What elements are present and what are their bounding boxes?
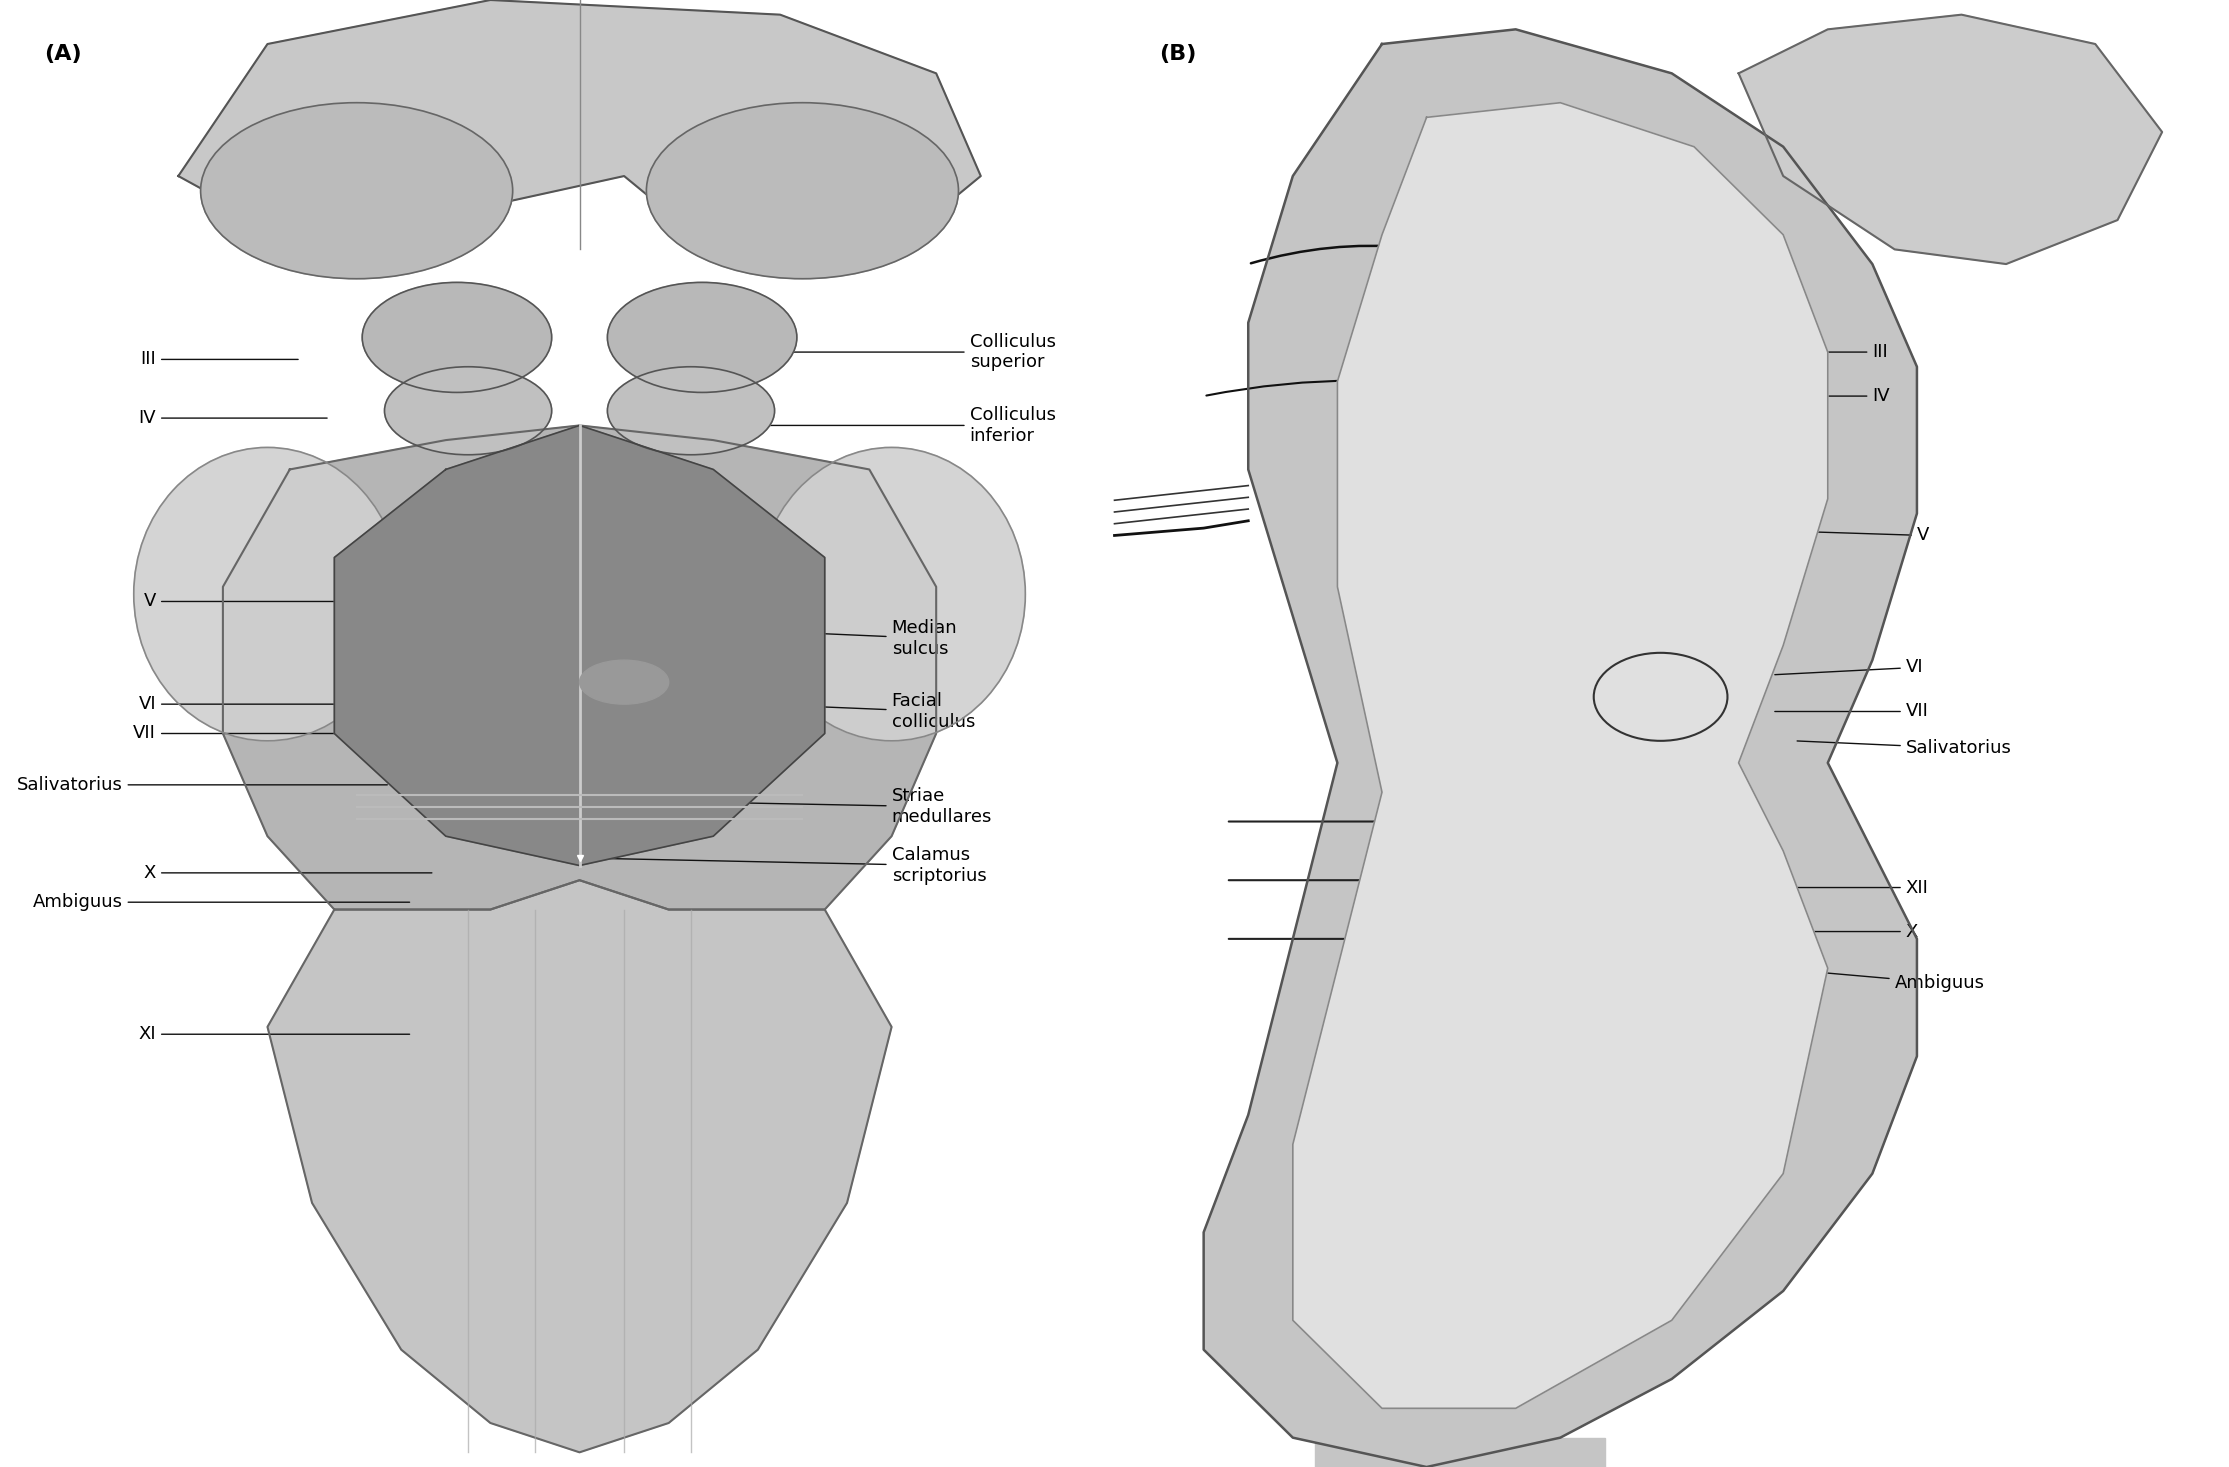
- Text: Colliculus
inferior: Colliculus inferior: [693, 406, 1057, 445]
- Text: Salivatorius: Salivatorius: [18, 776, 388, 794]
- Text: VI: VI: [1774, 659, 1924, 676]
- Text: IV: IV: [1685, 387, 1890, 405]
- Text: VI: VI: [138, 695, 421, 713]
- Polygon shape: [1315, 1438, 1605, 1467]
- Text: (A): (A): [45, 44, 82, 65]
- Text: IV: IV: [138, 409, 328, 427]
- Ellipse shape: [646, 103, 958, 279]
- Polygon shape: [267, 880, 892, 1452]
- Ellipse shape: [606, 367, 776, 455]
- Text: Salivatorius: Salivatorius: [1797, 739, 2011, 757]
- Polygon shape: [223, 425, 936, 910]
- Text: Striae
medullares: Striae medullares: [571, 788, 992, 826]
- Ellipse shape: [386, 367, 553, 455]
- Ellipse shape: [134, 447, 401, 741]
- Ellipse shape: [201, 103, 513, 279]
- Polygon shape: [178, 0, 981, 249]
- Text: VII: VII: [134, 725, 388, 742]
- Ellipse shape: [361, 282, 553, 393]
- Polygon shape: [1204, 29, 1917, 1467]
- Polygon shape: [1739, 15, 2162, 264]
- Text: Median
sulcus: Median sulcus: [593, 619, 956, 657]
- Ellipse shape: [758, 447, 1025, 741]
- Text: Ambiguus: Ambiguus: [1774, 968, 1984, 992]
- Text: Facial
colliculus: Facial colliculus: [582, 692, 974, 731]
- Text: X: X: [1763, 923, 1919, 940]
- Ellipse shape: [580, 660, 669, 704]
- Text: Calamus
scriptorius: Calamus scriptorius: [593, 846, 987, 885]
- Text: V: V: [143, 593, 343, 610]
- Polygon shape: [334, 425, 825, 866]
- Text: Colliculus
superior: Colliculus superior: [693, 333, 1057, 371]
- Polygon shape: [1293, 103, 1828, 1408]
- Text: XI: XI: [138, 1025, 410, 1043]
- Text: III: III: [140, 351, 299, 368]
- Ellipse shape: [606, 282, 798, 393]
- Text: X: X: [143, 864, 432, 882]
- Text: III: III: [1696, 343, 1888, 361]
- Text: (B): (B): [1159, 44, 1197, 65]
- Text: Ambiguus: Ambiguus: [33, 893, 410, 911]
- Text: VII: VII: [1774, 703, 1928, 720]
- Text: XII: XII: [1763, 879, 1928, 896]
- Text: V: V: [1696, 527, 1930, 544]
